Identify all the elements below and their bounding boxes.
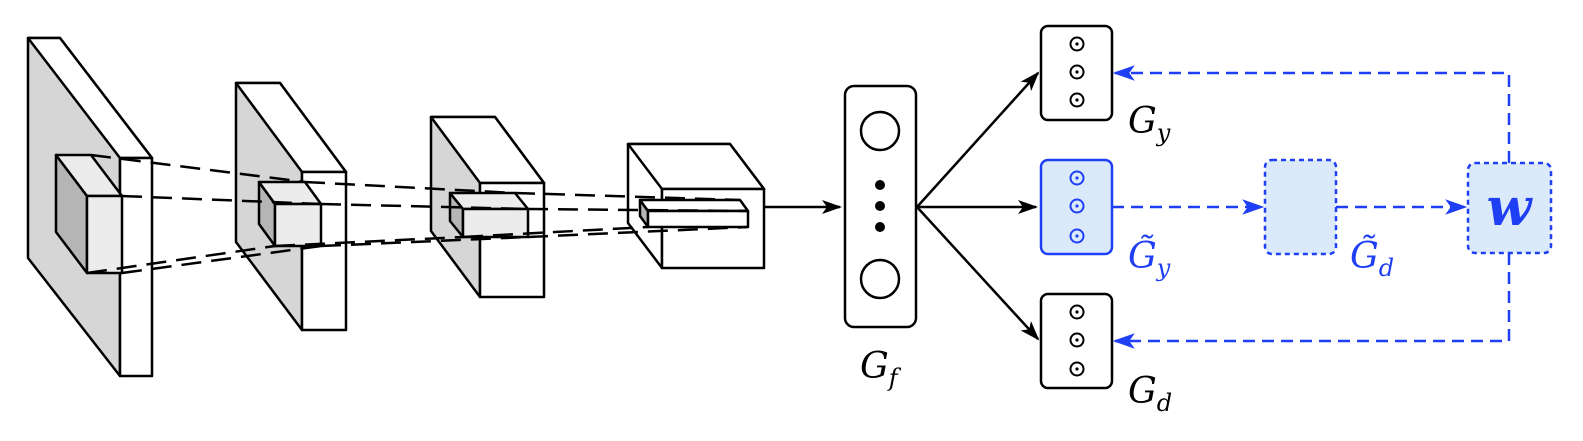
w-label: w xyxy=(1487,177,1534,238)
gy-label: Gy xyxy=(1128,101,1171,147)
cnn-layer-3 xyxy=(429,115,546,299)
cnn-layer-4 xyxy=(626,142,766,270)
gd-label: Gd xyxy=(1128,371,1172,417)
gf-label: Gf xyxy=(860,346,902,392)
domain-classifier-gd xyxy=(1039,292,1114,390)
cnn-layer-1 xyxy=(26,36,154,378)
auxiliary-domain-block-gd-tilde xyxy=(1263,158,1338,256)
label-predictor-gy xyxy=(1039,24,1114,122)
auxiliary-label-predictor-gy-tilde xyxy=(1039,158,1114,256)
weight-flow-arrows xyxy=(1112,65,1511,349)
feature-vector-gf xyxy=(843,84,918,329)
receptive-field-lines xyxy=(86,153,749,275)
gy-tilde-label: G̃y xyxy=(1128,235,1171,282)
gd-tilde-label: G̃d xyxy=(1350,235,1394,282)
gf-output-arrows xyxy=(916,71,1040,341)
cnn-layer-2 xyxy=(234,81,348,332)
